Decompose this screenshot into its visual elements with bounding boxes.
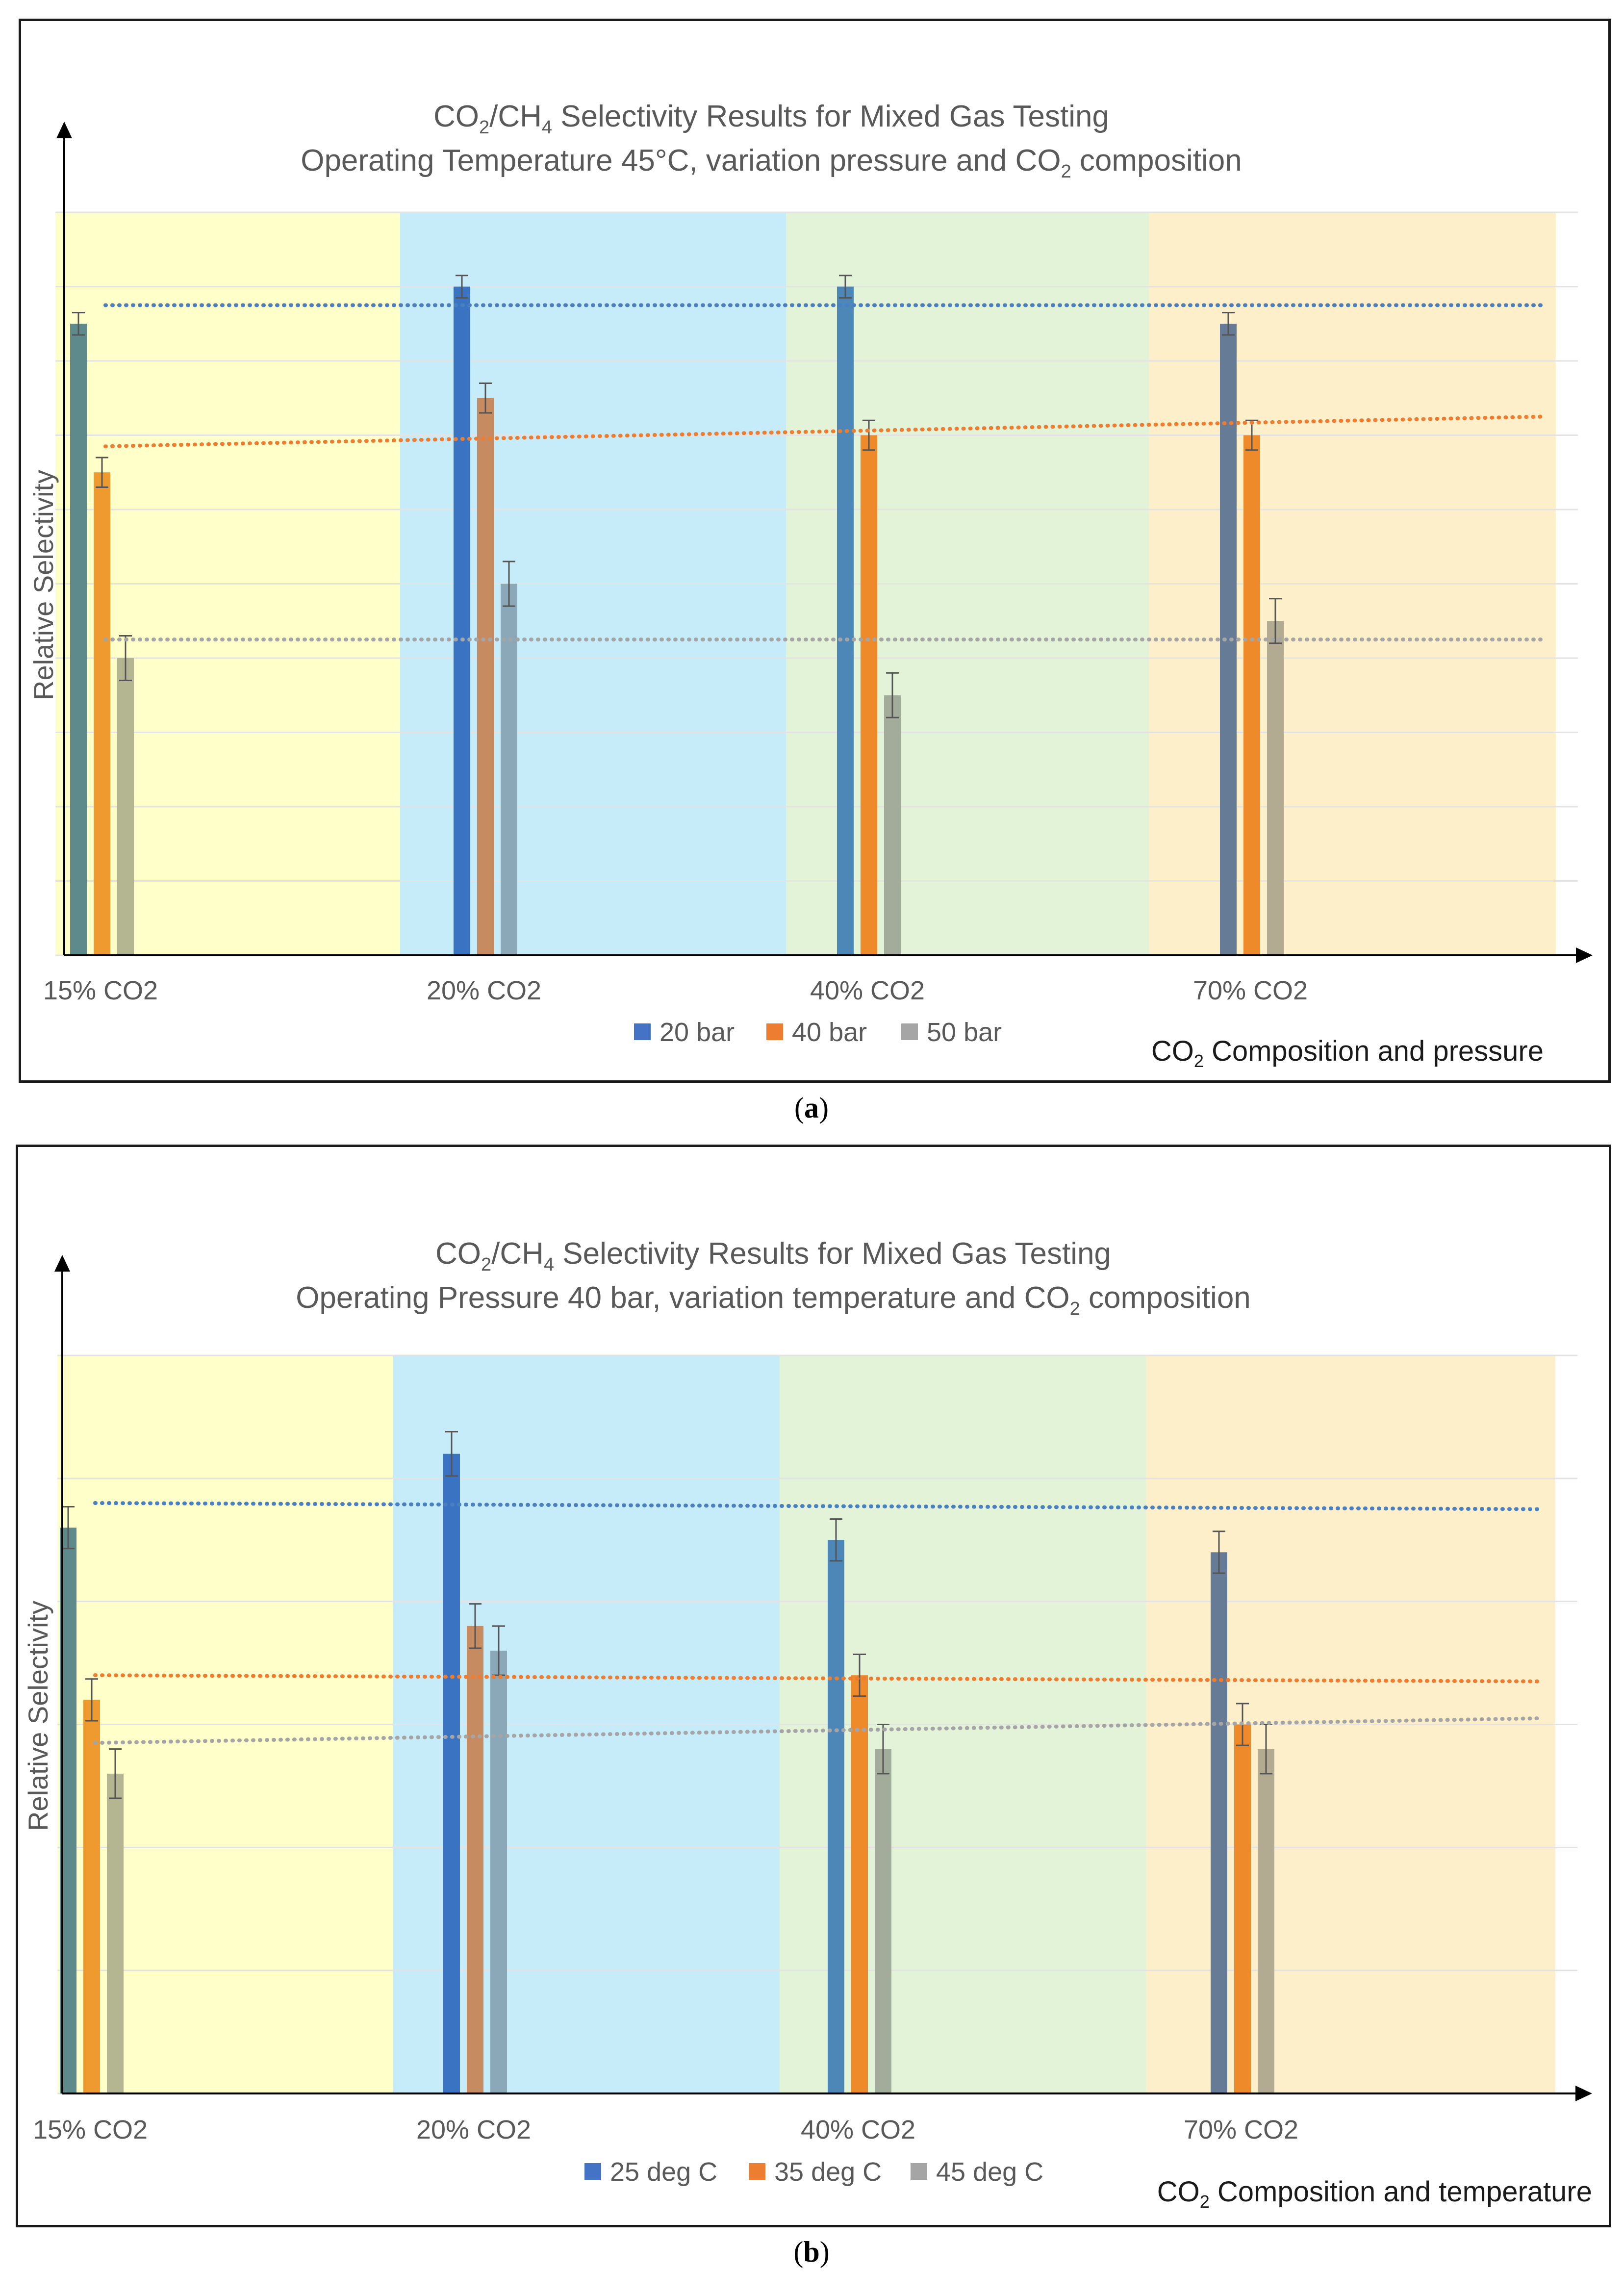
bar [454, 286, 470, 955]
legend-label: 20 bar [659, 1018, 735, 1047]
bar [83, 1700, 100, 2093]
bar [94, 472, 110, 955]
bar [490, 1651, 507, 2093]
legend-swatch [901, 1023, 918, 1040]
x-axis-label: CO2 Composition and temperature [1157, 2176, 1592, 2212]
bar [1211, 1552, 1227, 2093]
y-axis-arrow-icon [56, 122, 72, 138]
legend-label: 50 bar [927, 1018, 1002, 1047]
legend-swatch [766, 1023, 783, 1040]
category-label: 15% CO2 [33, 2115, 148, 2144]
legend-swatch [634, 1023, 651, 1040]
legend-label: 25 deg C [610, 2157, 717, 2187]
chart-title-line1: CO2/CH4 Selectivity Results for Mixed Ga… [433, 100, 1109, 138]
category-label: 40% CO2 [801, 2115, 915, 2144]
bar [837, 286, 854, 955]
chart-title-line2: Operating Temperature 45°C, variation pr… [301, 144, 1242, 182]
chart-a-svg: CO2/CH4 Selectivity Results for Mixed Ga… [28, 100, 1593, 1071]
bar [875, 1749, 891, 2093]
bar [828, 1540, 844, 2093]
legend-swatch [911, 2163, 927, 2180]
bar [443, 1454, 460, 2093]
y-axis-label: Relative Selectivity [23, 1601, 53, 1831]
bar [861, 435, 877, 955]
x-axis-arrow-icon [1576, 947, 1593, 963]
category-label: 20% CO2 [427, 976, 541, 1005]
bar [884, 695, 901, 955]
bar [1258, 1749, 1274, 2093]
category-label: 40% CO2 [810, 976, 925, 1005]
legend-label: 45 deg C [936, 2157, 1043, 2187]
bar [501, 584, 517, 955]
bar [70, 324, 87, 955]
legend-swatch [749, 2163, 765, 2180]
chart-title-line2: Operating Pressure 40 bar, variation tem… [296, 1281, 1251, 1319]
trendline [93, 1673, 1543, 1684]
x-axis-arrow-icon [1575, 2086, 1592, 2101]
y-axis-arrow-icon [54, 1255, 70, 1272]
chart-title-line1: CO2/CH4 Selectivity Results for Mixed Ga… [435, 1237, 1111, 1275]
caption-a: (a) [794, 1092, 829, 1124]
y-axis-label: Relative Selectivity [28, 470, 59, 700]
trendline [93, 1501, 1543, 1511]
bar [477, 398, 494, 955]
legend-label: 35 deg C [774, 2157, 882, 2187]
bar [851, 1675, 868, 2093]
bar [1267, 621, 1284, 955]
x-axis-label: CO2 Composition and pressure [1151, 1035, 1544, 1071]
bar [1234, 1724, 1251, 2093]
legend-label: 40 bar [792, 1018, 867, 1047]
chart-b-svg: CO2/CH4 Selectivity Results for Mixed Ga… [23, 1237, 1592, 2212]
bar [467, 1626, 483, 2093]
chart-panel-a: CO2/CH4 Selectivity Results for Mixed Ga… [19, 19, 1611, 1083]
chart-panel-b: CO2/CH4 Selectivity Results for Mixed Ga… [16, 1145, 1611, 2227]
category-label: 20% CO2 [416, 2115, 531, 2144]
trendline [103, 414, 1543, 449]
bar [1243, 435, 1260, 955]
bar [117, 658, 134, 955]
category-label: 70% CO2 [1184, 2115, 1298, 2144]
category-label: 70% CO2 [1193, 976, 1308, 1005]
legend-swatch [584, 2163, 601, 2180]
trendline [93, 1716, 1543, 1745]
caption-b: (b) [793, 2236, 830, 2268]
category-label: 15% CO2 [43, 976, 158, 1005]
bar [107, 1773, 124, 2093]
